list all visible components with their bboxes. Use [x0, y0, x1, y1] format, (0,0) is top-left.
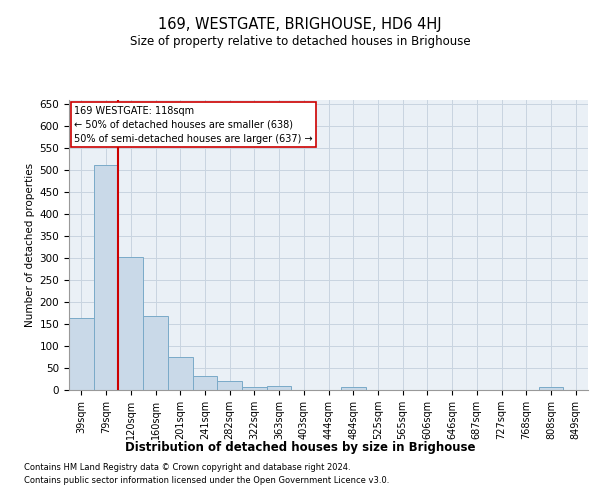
Bar [217, 381, 242, 390]
Text: 169 WESTGATE: 118sqm
← 50% of detached houses are smaller (638)
50% of semi-deta: 169 WESTGATE: 118sqm ← 50% of detached h… [74, 106, 313, 144]
Bar [143, 316, 168, 390]
Bar [267, 386, 292, 390]
Text: 169, WESTGATE, BRIGHOUSE, HD6 4HJ: 169, WESTGATE, BRIGHOUSE, HD6 4HJ [158, 18, 442, 32]
Bar [539, 387, 563, 390]
Text: Contains public sector information licensed under the Open Government Licence v3: Contains public sector information licen… [24, 476, 389, 485]
Bar [242, 387, 267, 390]
Text: Distribution of detached houses by size in Brighouse: Distribution of detached houses by size … [125, 441, 475, 454]
Text: Contains HM Land Registry data © Crown copyright and database right 2024.: Contains HM Land Registry data © Crown c… [24, 464, 350, 472]
Bar [193, 376, 217, 390]
Bar [168, 356, 193, 390]
Bar [118, 257, 143, 390]
Text: Size of property relative to detached houses in Brighouse: Size of property relative to detached ho… [130, 35, 470, 48]
Y-axis label: Number of detached properties: Number of detached properties [25, 163, 35, 327]
Bar [69, 318, 94, 390]
Bar [94, 164, 118, 390]
Bar [341, 387, 365, 390]
